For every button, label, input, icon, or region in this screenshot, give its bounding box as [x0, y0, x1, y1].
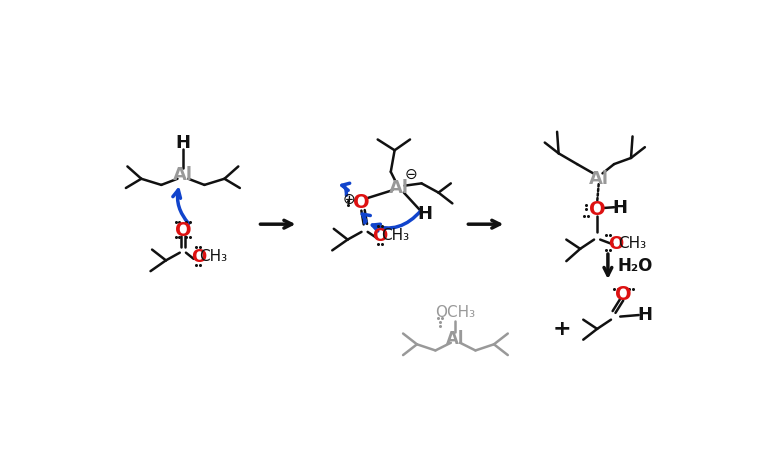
Text: CH₃: CH₃	[619, 235, 647, 251]
Text: O: O	[372, 226, 388, 244]
Text: H: H	[417, 205, 432, 223]
Text: Al: Al	[389, 179, 408, 197]
Text: H₂O: H₂O	[617, 257, 652, 274]
Text: CH₃: CH₃	[199, 249, 228, 264]
Text: Al: Al	[447, 329, 465, 347]
Text: O: O	[615, 284, 632, 304]
Text: H: H	[175, 133, 190, 152]
Text: O: O	[353, 192, 370, 211]
Text: H: H	[637, 306, 652, 323]
Text: +: +	[552, 318, 571, 338]
Text: OCH₃: OCH₃	[436, 305, 475, 320]
Text: Al: Al	[589, 170, 608, 188]
Text: ⊕: ⊕	[343, 191, 356, 206]
Text: O: O	[608, 234, 623, 252]
Text: O: O	[589, 200, 605, 219]
Text: ⊖: ⊖	[404, 166, 417, 181]
Text: O: O	[174, 221, 191, 239]
Text: CH₃: CH₃	[382, 228, 410, 243]
Text: Al: Al	[173, 166, 193, 184]
Text: O: O	[191, 247, 206, 265]
Text: H: H	[613, 199, 628, 217]
